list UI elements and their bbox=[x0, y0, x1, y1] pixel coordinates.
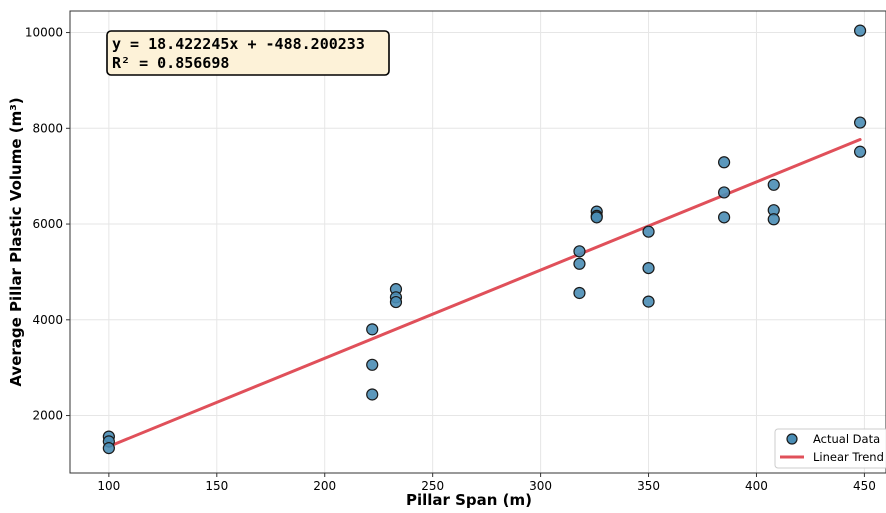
data-point bbox=[717, 211, 731, 224]
y-tick-label: 2000 bbox=[32, 409, 63, 423]
equation-text: y = 18.422245x + -488.200233 bbox=[112, 35, 365, 53]
data-point bbox=[573, 245, 586, 258]
data-point bbox=[767, 178, 780, 191]
grid-lines bbox=[70, 11, 886, 473]
x-tick-label: 350 bbox=[637, 479, 660, 493]
x-tick-label: 100 bbox=[97, 479, 120, 493]
data-point bbox=[573, 257, 586, 270]
data-point bbox=[573, 286, 586, 300]
x-tick-label: 400 bbox=[745, 479, 768, 493]
y-tick-label: 6000 bbox=[32, 217, 63, 231]
data-point bbox=[767, 213, 780, 226]
y-tick-label: 10000 bbox=[25, 26, 63, 40]
x-tick-label: 250 bbox=[421, 479, 444, 493]
trend-line-layer bbox=[107, 138, 862, 448]
data-point bbox=[717, 156, 731, 169]
data-point bbox=[590, 211, 603, 224]
y-tick-label: 4000 bbox=[32, 313, 63, 327]
data-point bbox=[717, 186, 731, 199]
trend-line bbox=[107, 138, 862, 448]
legend-marker-actual-data bbox=[786, 433, 798, 445]
x-tick-label: 450 bbox=[853, 479, 876, 493]
data-point bbox=[366, 323, 379, 336]
x-tick-label: 300 bbox=[529, 479, 552, 493]
legend-label-actual-data: Actual Data bbox=[813, 432, 880, 446]
r-squared-text: R² = 0.856698 bbox=[112, 54, 229, 72]
axis-ticks: 100 150 200 250 300 350 400 450 2000 4000 6000 8000… bbox=[25, 26, 876, 493]
data-point bbox=[366, 388, 379, 401]
legend: Actual Data Linear Trend bbox=[774, 428, 886, 469]
data-point bbox=[642, 261, 655, 275]
data-point bbox=[853, 116, 867, 129]
x-tick-label: 200 bbox=[313, 479, 336, 493]
data-point bbox=[102, 442, 115, 455]
y-axis-title: Average Pillar Plastic Volume (m³) bbox=[7, 97, 25, 386]
x-tick-label: 150 bbox=[205, 479, 228, 493]
data-point bbox=[389, 295, 403, 309]
data-point bbox=[366, 358, 379, 371]
data-point bbox=[642, 295, 655, 308]
legend-label-linear-trend: Linear Trend bbox=[813, 450, 884, 464]
x-axis-title: Pillar Span (m) bbox=[406, 491, 532, 509]
data-point bbox=[853, 24, 867, 37]
data-points-layer bbox=[102, 24, 867, 455]
plot-area-frame bbox=[69, 10, 886, 474]
equation-box-background bbox=[106, 30, 390, 76]
y-tick-label: 8000 bbox=[32, 121, 63, 135]
data-point bbox=[853, 145, 867, 158]
data-point bbox=[642, 225, 655, 238]
regression-equation-box: y = 18.422245x + -488.200233 R² = 0.8566… bbox=[106, 30, 390, 76]
